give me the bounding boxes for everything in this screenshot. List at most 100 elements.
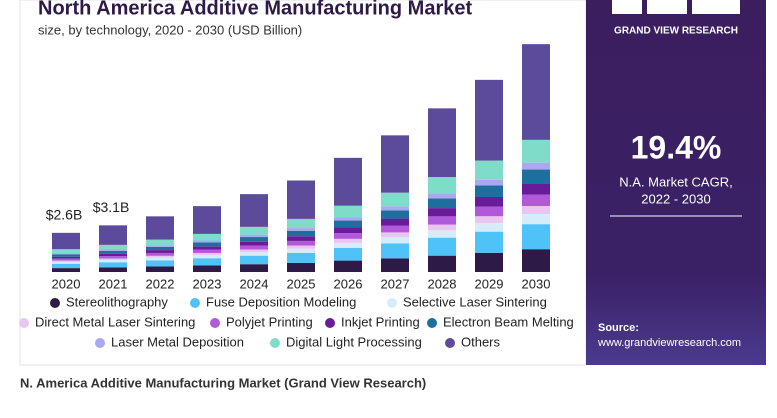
bar-segment: [193, 252, 221, 256]
bar-segment: [287, 180, 315, 219]
bar-segment: [52, 268, 80, 272]
legend-label: Inkjet Printing: [341, 314, 420, 329]
legend-marker: [50, 298, 60, 308]
legend-label: Electron Beam Melting: [443, 314, 574, 329]
bar-segment: [522, 44, 550, 140]
bar-segment: [334, 220, 362, 228]
bar-segment: [381, 192, 409, 207]
legend-marker: [325, 318, 335, 328]
bar-segment: [99, 244, 127, 250]
bar-segment: [146, 266, 174, 272]
total-label: $3.1B: [93, 199, 130, 215]
bar-segment: [287, 248, 315, 253]
x-tick-label: 2023: [193, 276, 222, 291]
legend-label: Direct Metal Laser Sintering: [35, 314, 195, 329]
bar-segment: [381, 225, 409, 233]
bar-segment: [99, 249, 127, 251]
legend-marker: [190, 298, 200, 308]
bar-segment: [334, 157, 362, 206]
bar-segment: [287, 230, 315, 237]
bar-segment: [522, 162, 550, 170]
bar-segment: [146, 250, 174, 253]
bar-segment: [475, 160, 503, 180]
x-tick-label: 2021: [99, 276, 128, 291]
bar-segment: [522, 183, 550, 195]
legend-marker: [387, 298, 397, 308]
bar-segment: [99, 256, 127, 259]
bar-segment: [381, 210, 409, 219]
bar-segment: [287, 262, 315, 272]
bar-segment: [475, 222, 503, 232]
bar-segment: [475, 179, 503, 186]
bar-segment: [240, 264, 268, 272]
bar-segment: [52, 254, 80, 257]
bar-segment: [334, 205, 362, 218]
bar-segment: [381, 237, 409, 244]
cagr: 19.4%: [631, 129, 722, 165]
x-tick-label: 2028: [428, 276, 457, 291]
total-label: $2.6B: [46, 207, 83, 223]
legend-marker: [445, 338, 455, 348]
bar-segment: [146, 260, 174, 267]
bar-segment: [428, 255, 456, 272]
bar-segment: [428, 237, 456, 256]
bar-segment: [287, 236, 315, 241]
legend-marker: [210, 318, 220, 328]
logo: [612, 0, 740, 14]
bar-segment: [428, 177, 456, 194]
bar-segment: [99, 225, 127, 245]
bar-segment: [475, 197, 503, 207]
bar-segment: [193, 242, 221, 247]
bar-segment: [240, 245, 268, 250]
bar-segment: [475, 79, 503, 161]
bar-segment: [475, 216, 503, 223]
bar-segment: [146, 246, 174, 251]
bar-segment: [52, 260, 80, 262]
legend-label: Stereolithography: [66, 294, 168, 309]
bar-segment: [240, 241, 268, 246]
bar-segment: [428, 224, 456, 231]
chart-subtitle: size, by technology, 2020 - 2030 (USD Bi…: [38, 22, 302, 37]
bar-segment: [522, 213, 550, 225]
bar-segment: [475, 252, 503, 272]
bar-segment: [193, 240, 221, 243]
brand: GRAND VIEW RESEARCH: [614, 26, 738, 37]
x-tick-label: 2030: [522, 276, 551, 291]
bar-segment: [193, 233, 221, 241]
source-url: www.grandviewresearch.com: [597, 337, 741, 349]
side-panel: [586, 0, 766, 365]
bar-segment: [146, 252, 174, 256]
bar-segment: [287, 228, 315, 231]
bar-segment: [146, 255, 174, 258]
bar-segment: [334, 248, 362, 261]
legend-marker: [95, 338, 105, 348]
bar-segment: [146, 216, 174, 240]
bar-segment: [428, 193, 456, 199]
bar-segment: [428, 230, 456, 238]
bar-segment: [99, 260, 127, 263]
bar-segment: [334, 233, 362, 239]
bar-segment: [522, 249, 550, 272]
bar-segment: [240, 255, 268, 265]
bar-segment: [240, 234, 268, 238]
bar-segment: [381, 135, 409, 193]
bar-segment: [522, 169, 550, 184]
bar-segment: [146, 245, 174, 247]
bar-segment: [240, 252, 268, 256]
bar-segment: [334, 260, 362, 272]
x-tick-label: 2029: [475, 276, 504, 291]
legend-label: Digital Light Processing: [286, 334, 422, 349]
bar-segment: [193, 258, 221, 266]
bar-segment: [334, 227, 362, 234]
x-tick-label: 2027: [381, 276, 410, 291]
legend-label: Laser Metal Deposition: [111, 334, 244, 349]
bar-segment: [475, 185, 503, 197]
bar-segment: [193, 246, 221, 250]
bar-segment: [381, 206, 409, 211]
bar-segment: [522, 139, 550, 163]
bar-segment: [99, 267, 127, 272]
bar-segment: [52, 249, 80, 254]
legend-label: Others: [461, 334, 501, 349]
